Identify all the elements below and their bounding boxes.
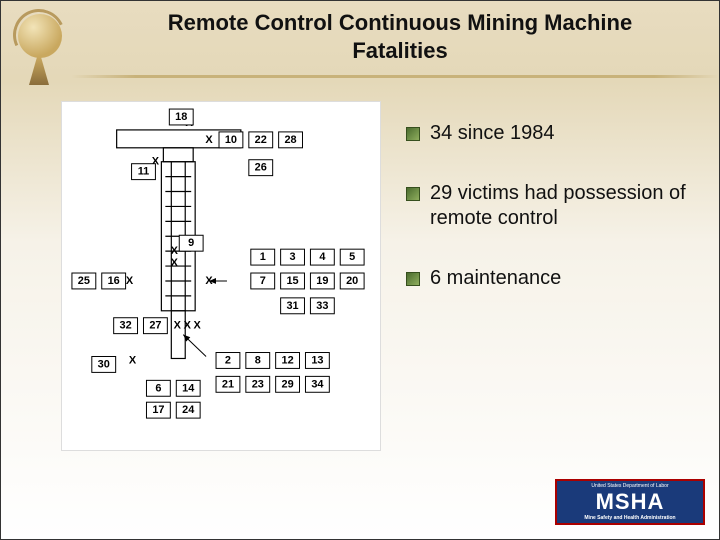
svg-text:5: 5 — [349, 251, 355, 263]
svg-text:X: X — [126, 275, 134, 287]
svg-text:X: X — [184, 320, 192, 332]
svg-text:2: 2 — [225, 354, 231, 366]
svg-text:X: X — [171, 245, 179, 257]
bullet-item: 6 maintenance — [406, 266, 696, 292]
msha-toptitle: United States Department of Labor — [591, 483, 668, 489]
msha-logo: United States Department of Labor MSHA M… — [555, 479, 705, 525]
svg-text:X: X — [129, 354, 137, 366]
svg-text:18: 18 — [175, 111, 187, 123]
svg-text:29: 29 — [282, 378, 294, 390]
svg-text:3: 3 — [290, 251, 296, 263]
svg-text:21: 21 — [222, 378, 234, 390]
title-line1: Remote Control Continuous Mining Machine — [168, 10, 632, 35]
svg-text:34: 34 — [311, 378, 324, 390]
svg-text:33: 33 — [316, 300, 328, 312]
svg-text:17: 17 — [152, 404, 164, 416]
svg-text:10: 10 — [225, 134, 237, 146]
svg-text:12: 12 — [282, 354, 294, 366]
svg-text:X: X — [194, 320, 202, 332]
svg-text:23: 23 — [252, 378, 264, 390]
svg-text:X: X — [205, 275, 213, 287]
svg-text:22: 22 — [255, 134, 267, 146]
svg-text:28: 28 — [284, 134, 296, 146]
svg-text:15: 15 — [286, 275, 298, 287]
bullet-item: 34 since 1984 — [406, 121, 696, 147]
svg-text:27: 27 — [149, 320, 161, 332]
svg-text:20: 20 — [346, 275, 358, 287]
svg-text:30: 30 — [98, 358, 110, 370]
msha-text: MSHA — [596, 489, 665, 515]
svg-text:8: 8 — [255, 354, 261, 366]
svg-text:1: 1 — [260, 251, 266, 263]
svg-text:4: 4 — [319, 251, 326, 263]
svg-text:9: 9 — [188, 237, 194, 249]
bullet-item: 29 victims had possession of remote cont… — [406, 181, 696, 232]
title-line2: Fatalities — [352, 38, 447, 63]
svg-text:19: 19 — [316, 275, 328, 287]
svg-text:X: X — [205, 134, 213, 146]
svg-text:16: 16 — [108, 275, 120, 287]
svg-text:26: 26 — [255, 162, 267, 174]
globe-decoration — [9, 9, 71, 89]
diagram-svg: XXXXXXXXXXX18102228112691345251671519203… — [62, 102, 380, 450]
svg-text:X: X — [174, 320, 182, 332]
svg-text:24: 24 — [182, 404, 195, 416]
title-underline — [71, 75, 719, 78]
svg-text:11: 11 — [138, 166, 150, 178]
slide-title: Remote Control Continuous Mining Machine… — [91, 9, 709, 64]
bullet-list: 34 since 1984 29 victims had possession o… — [406, 121, 696, 325]
fatality-location-diagram: XXXXXXXXXXX18102228112691345251671519203… — [61, 101, 381, 451]
svg-text:32: 32 — [120, 320, 132, 332]
svg-text:25: 25 — [78, 275, 90, 287]
svg-text:14: 14 — [182, 382, 195, 394]
svg-text:X: X — [171, 257, 179, 269]
svg-text:7: 7 — [260, 275, 266, 287]
msha-subtitle: Mine Safety and Health Administration — [584, 515, 675, 521]
svg-text:13: 13 — [311, 354, 323, 366]
svg-text:6: 6 — [155, 382, 161, 394]
svg-text:31: 31 — [286, 300, 298, 312]
